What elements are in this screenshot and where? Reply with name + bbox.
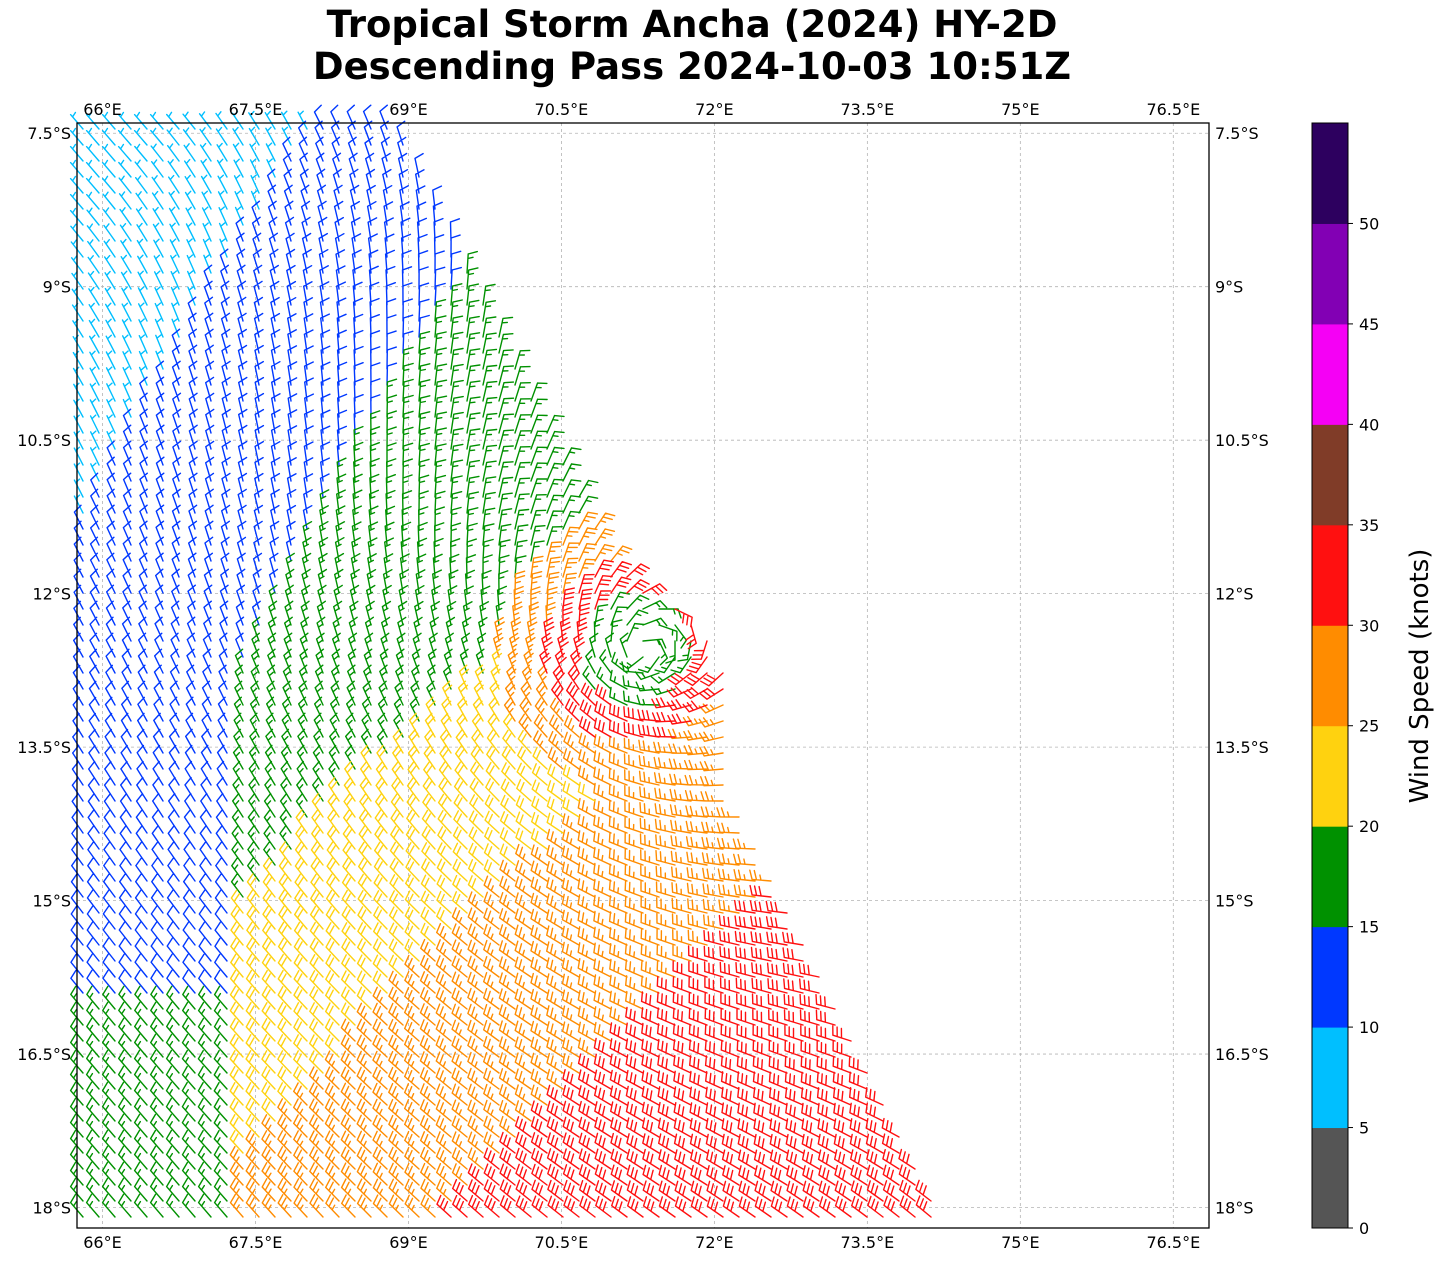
title-line-1: Tropical Storm Ancha (2024) HY-2D bbox=[326, 3, 1058, 46]
lon-tick-label-bottom: 66°E bbox=[83, 1233, 121, 1252]
colorbar-tick-label: 40 bbox=[1359, 415, 1379, 434]
colorbar-label: Wind Speed (knots) bbox=[1405, 549, 1435, 804]
lon-tick-label-bottom: 75°E bbox=[1001, 1233, 1039, 1252]
colorbar-tick-label: 35 bbox=[1359, 516, 1379, 535]
lon-tick-label-bottom: 72°E bbox=[695, 1233, 733, 1252]
colorbar-segment bbox=[1312, 123, 1348, 224]
lon-tick-label-top: 72°E bbox=[695, 100, 733, 119]
lat-tick-label-left: 16.5°S bbox=[17, 1045, 71, 1064]
map-frame bbox=[76, 122, 1210, 1229]
colorbar-tick-label: 5 bbox=[1359, 1119, 1369, 1138]
colorbar-tick-label: 0 bbox=[1359, 1219, 1369, 1238]
wind-barbs bbox=[69, 104, 932, 1218]
lon-tick-label-top: 66°E bbox=[83, 100, 121, 119]
lat-tick-label-right: 7.5°S bbox=[1215, 124, 1259, 143]
lon-tick-label-bottom: 70.5°E bbox=[535, 1233, 589, 1252]
lat-tick-label-left: 7.5°S bbox=[27, 124, 71, 143]
colorbar-segment bbox=[1312, 826, 1348, 928]
colorbar-segment bbox=[1312, 323, 1348, 425]
colorbar-tick-label: 20 bbox=[1359, 817, 1379, 836]
colorbar-tick-label: 25 bbox=[1359, 717, 1379, 736]
lon-tick-label-bottom: 73.5°E bbox=[840, 1233, 894, 1252]
lat-tick-label-right: 12°S bbox=[1215, 585, 1254, 604]
colorbar-segment bbox=[1312, 223, 1348, 325]
colorbar-segment bbox=[1312, 725, 1348, 827]
colorbar-frame bbox=[1311, 122, 1349, 1229]
colorbar-segment bbox=[1312, 926, 1348, 1028]
lat-tick-label-left: 12°S bbox=[32, 585, 71, 604]
colorbar-tick-label: 10 bbox=[1359, 1018, 1379, 1037]
chart-title: Tropical Storm Ancha (2024) HY-2D Descen… bbox=[0, 4, 1384, 88]
colorbar-tick-label: 45 bbox=[1359, 315, 1379, 334]
wind-barb-group bbox=[70, 104, 462, 994]
colorbar-segment bbox=[1312, 625, 1348, 727]
lon-tick-label-top: 75°E bbox=[1001, 100, 1039, 119]
wind-barb-group bbox=[229, 511, 772, 1218]
wind-barb-group bbox=[69, 250, 692, 1218]
lat-tick-label-left: 13.5°S bbox=[17, 738, 71, 757]
colorbar-tick-label: 30 bbox=[1359, 616, 1379, 635]
wind-barb-group bbox=[229, 648, 596, 1154]
lon-tick-label-top: 67.5°E bbox=[229, 100, 283, 119]
lon-tick-label-top: 73.5°E bbox=[840, 100, 894, 119]
colorbar: 0 5 10 15 20 25 30 35 40 45 50 bbox=[1311, 122, 1379, 1238]
wind-barb-group bbox=[69, 110, 308, 514]
lon-tick-label-top: 70.5°E bbox=[535, 100, 589, 119]
lat-tick-label-left: 18°S bbox=[32, 1199, 71, 1218]
lat-tick-label-right: 15°S bbox=[1215, 892, 1254, 911]
lat-tick-label-left: 15°S bbox=[32, 892, 71, 911]
lat-tick-label-right: 18°S bbox=[1215, 1199, 1254, 1218]
lat-tick-label-left: 9°S bbox=[43, 278, 71, 297]
lon-tick-label-bottom: 69°E bbox=[389, 1233, 427, 1252]
lat-tick-label-right: 10.5°S bbox=[1215, 431, 1269, 450]
colorbar-tick-label: 15 bbox=[1359, 918, 1379, 937]
colorbar-tick-label: 50 bbox=[1359, 214, 1379, 233]
colorbar-segment bbox=[1312, 1127, 1348, 1229]
colorbar-segment bbox=[1312, 524, 1348, 626]
lon-tick-label-bottom: 76.5°E bbox=[1146, 1233, 1200, 1252]
lat-tick-label-right: 13.5°S bbox=[1215, 738, 1269, 757]
colorbar-segment bbox=[1312, 1027, 1348, 1129]
lat-tick-label-right: 9°S bbox=[1215, 278, 1243, 297]
lon-tick-label-top: 69°E bbox=[389, 100, 427, 119]
lon-tick-label-bottom: 67.5°E bbox=[229, 1233, 283, 1252]
lat-tick-label-right: 16.5°S bbox=[1215, 1045, 1269, 1064]
lat-tick-label-left: 10.5°S bbox=[17, 431, 71, 450]
colorbar-segment bbox=[1312, 424, 1348, 526]
title-line-2: Descending Pass 2024-10-03 10:51Z bbox=[312, 45, 1072, 88]
axis-ticks: 66°E 66°E 67.5°E 67.5°E 69°E 69°E 70.5°E 70.5°E… bbox=[17, 100, 1269, 1252]
lon-tick-label-top: 76.5°E bbox=[1146, 100, 1200, 119]
wind-barb-group bbox=[436, 559, 932, 1218]
